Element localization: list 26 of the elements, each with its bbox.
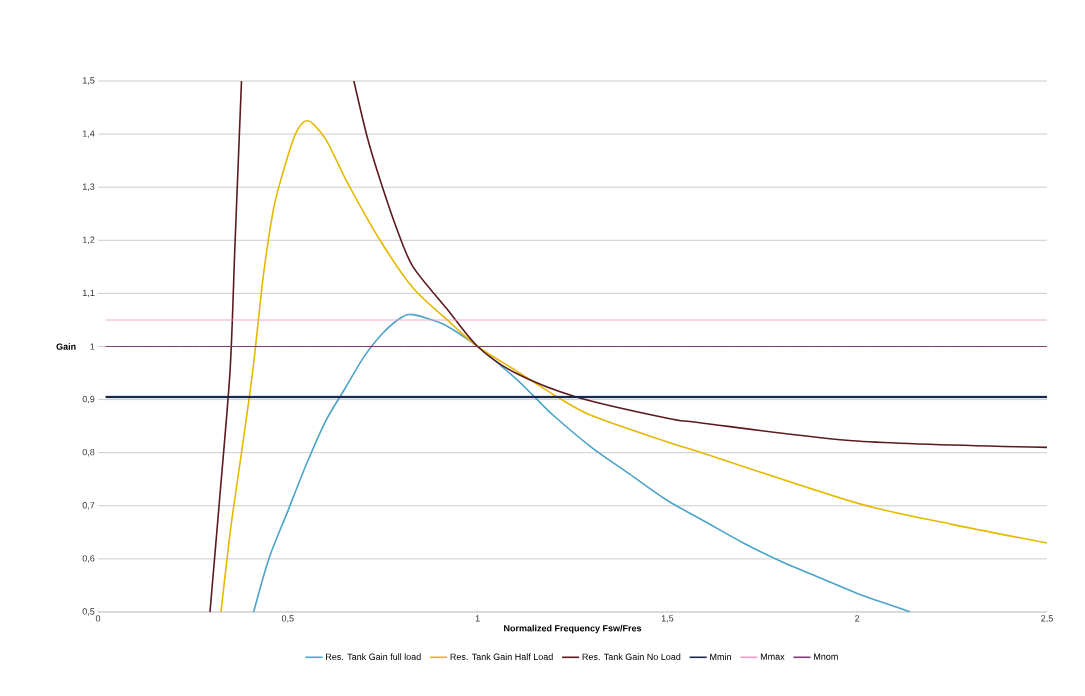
y-tick-label: 0,6 <box>82 555 95 563</box>
y-tick-label: 1 <box>90 343 95 350</box>
legend-label: Mnom <box>814 653 838 660</box>
legend-label: Res. Tank Gain full load <box>326 653 421 660</box>
y-axis-title: Gain <box>56 343 76 350</box>
y-tick-label: 1,1 <box>82 289 95 298</box>
y-tick-label: 1,4 <box>82 130 95 138</box>
legend-label: Res. Tank Gain Half Load <box>450 653 553 660</box>
y-tick-label: 0,8 <box>82 448 95 457</box>
y-tick-label: 1,3 <box>82 183 95 191</box>
x-tick-label: 2 <box>855 615 860 622</box>
legend-label: Mmin <box>710 653 731 660</box>
x-tick-label: 0,5 <box>281 615 294 623</box>
x-axis-title: Normalized Frequency Fsw/Fres <box>504 624 642 634</box>
y-tick-label: 0,5 <box>82 608 95 616</box>
x-tick-label: 1,5 <box>661 615 674 623</box>
x-tick-label: 1 <box>475 615 480 622</box>
x-tick-label: 0 <box>95 615 101 622</box>
y-tick-label: 0,9 <box>82 395 95 404</box>
line-series <box>252 313 912 612</box>
y-tick-label: 1,2 <box>82 236 95 244</box>
y-tick-label: 1,5 <box>82 77 95 85</box>
x-tick-label: 2,5 <box>1041 615 1053 623</box>
y-tick-label: 0,7 <box>82 502 95 510</box>
legend-label: Mmax <box>760 653 785 660</box>
legend-label: Res. Tank Gain No Load <box>582 653 681 660</box>
